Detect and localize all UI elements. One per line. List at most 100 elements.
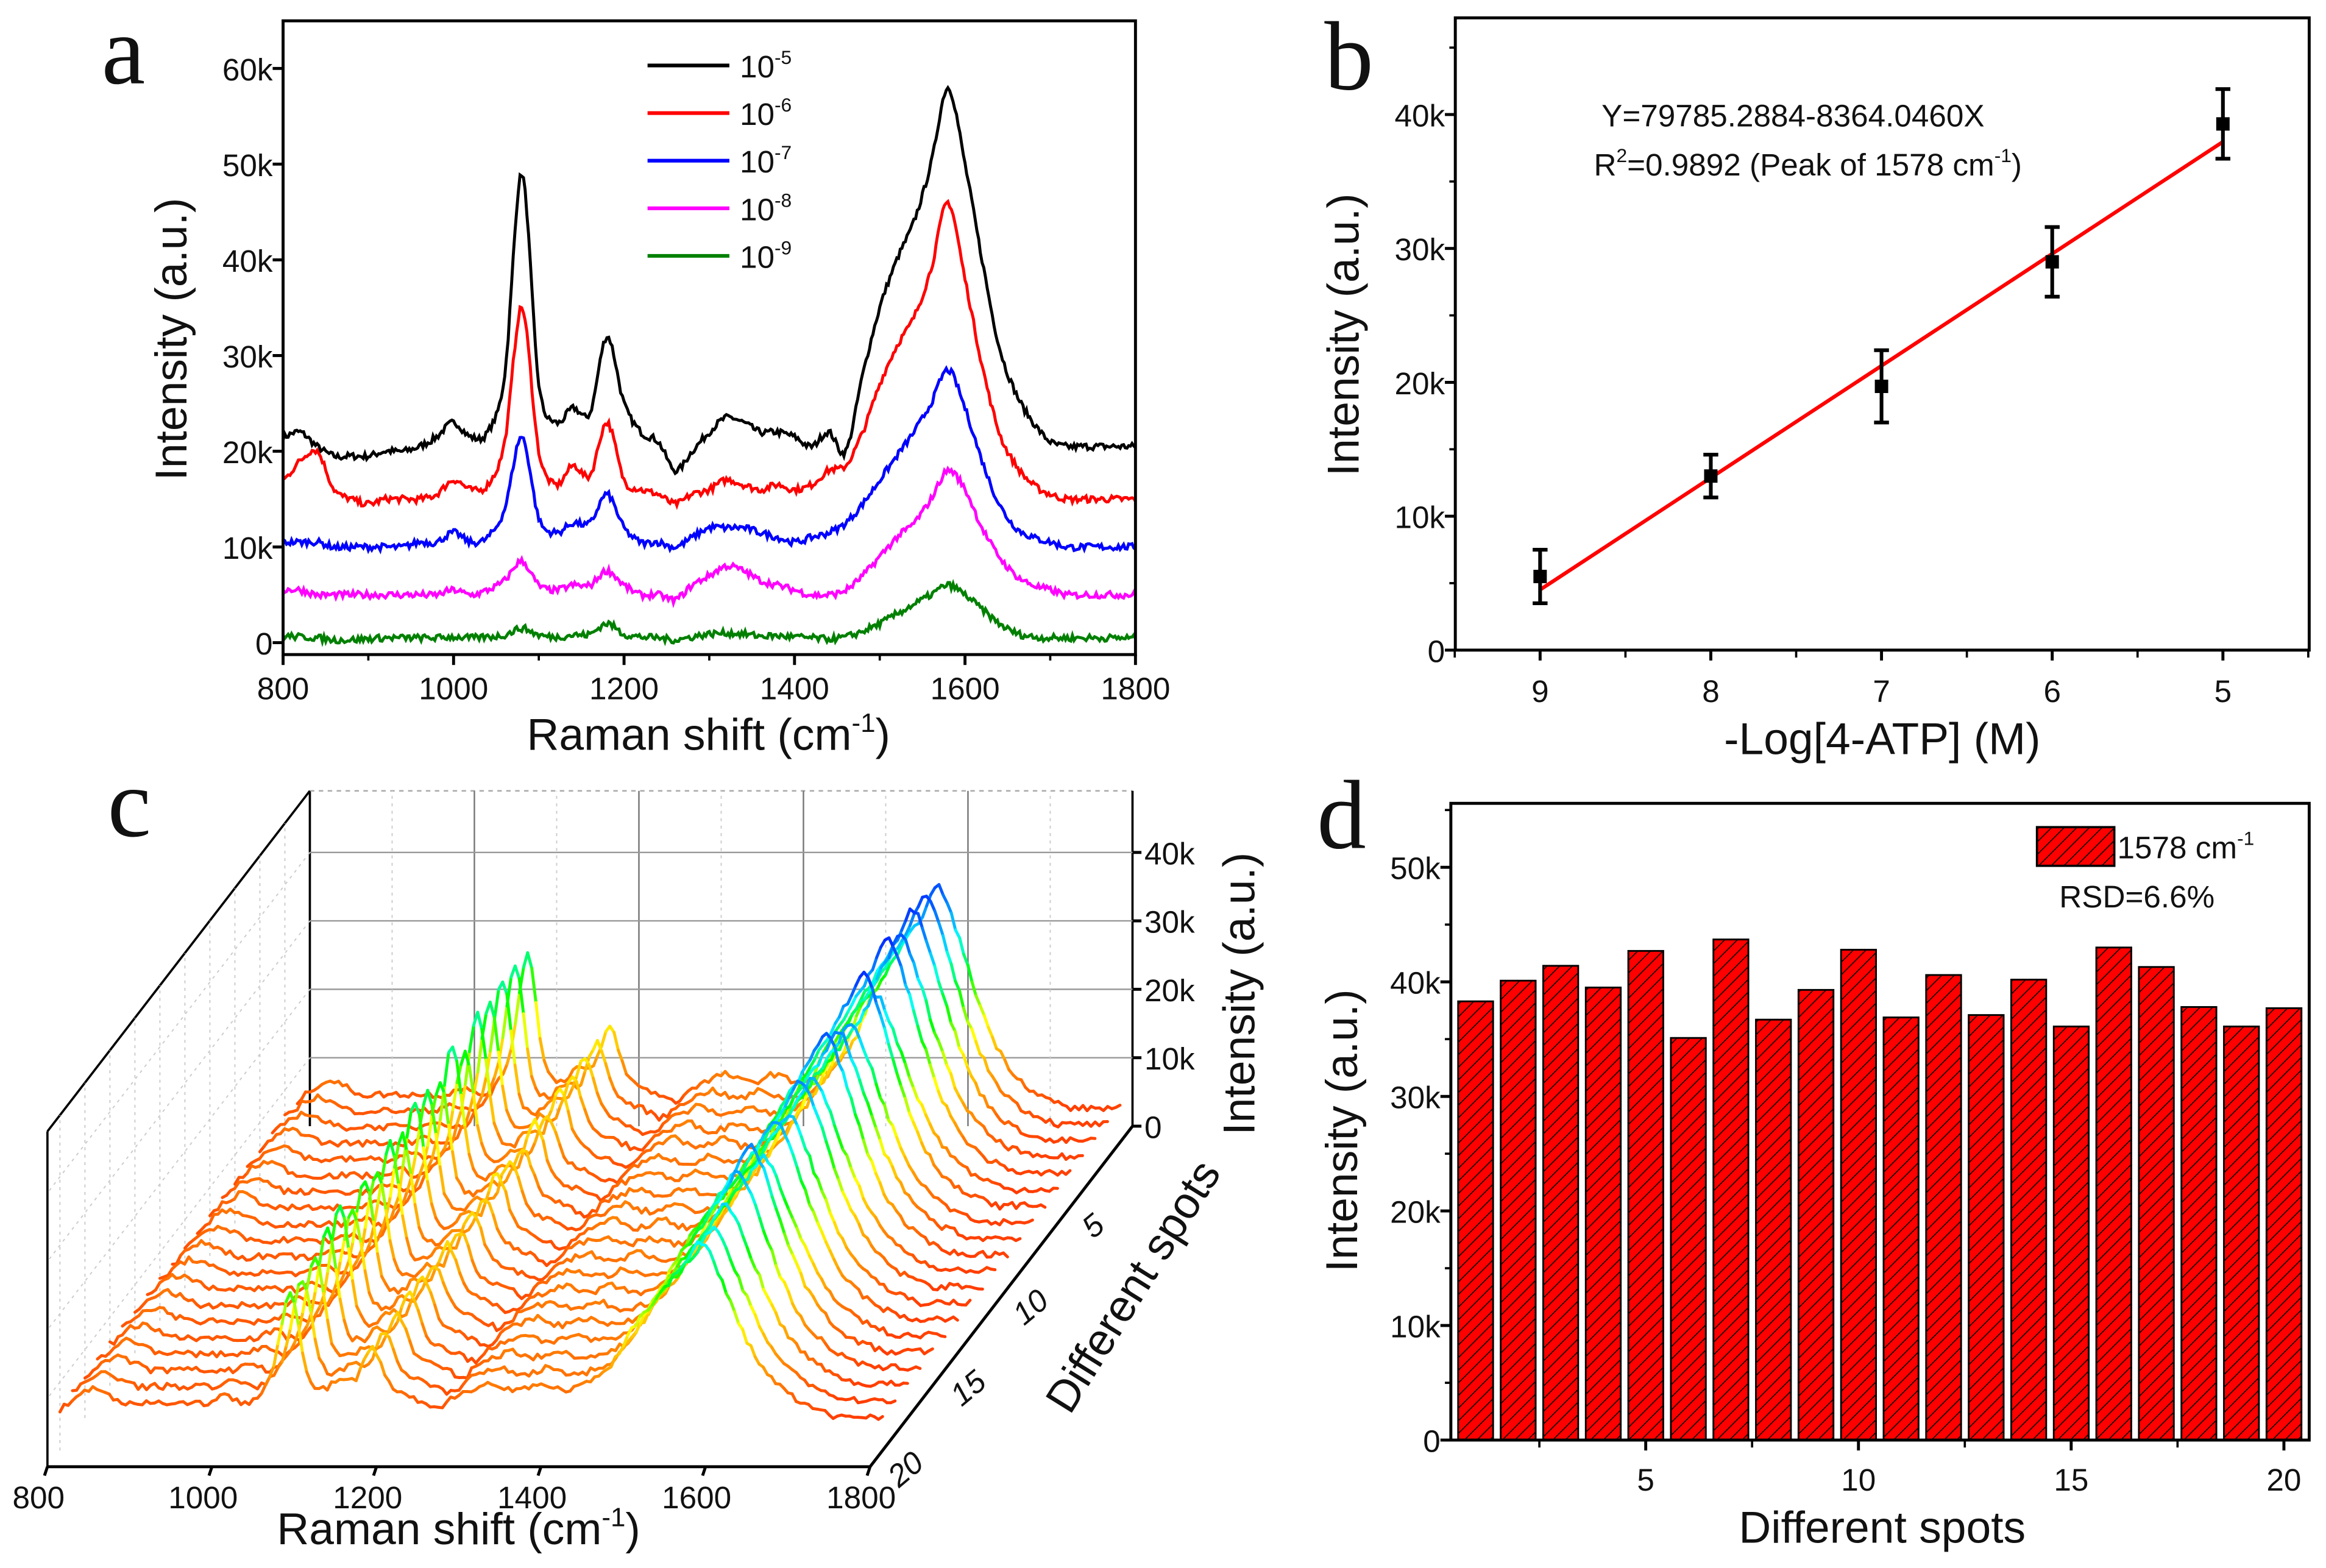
bar-spot-15 — [2052, 1025, 2090, 1441]
spectrum-segment — [741, 1235, 749, 1249]
spectrum-segment — [310, 1290, 317, 1315]
spectrum-line-1 — [282, 199, 1137, 510]
panel-b-chart: 9 8 7 6 5 0 10k 20k 30k 40k Y=79785.2884-8364.046… — [1319, 16, 2311, 764]
spectrum-segment — [941, 893, 949, 905]
spectrum-segment — [325, 1380, 333, 1392]
spectrum-segment — [376, 1227, 384, 1241]
data-point — [1704, 469, 1718, 483]
spectrum-segment — [820, 1190, 828, 1202]
spectrum-segment — [817, 1073, 825, 1087]
legend-label-2: 10-7 — [740, 141, 792, 179]
spectrum-segment — [622, 1334, 629, 1348]
spectrum-segment — [530, 1140, 537, 1153]
y-tick-label: 30k — [1390, 1080, 1441, 1115]
spot-axis — [868, 1125, 1134, 1468]
spectrum-segment — [849, 1057, 857, 1070]
spectrum-segment — [974, 994, 982, 1007]
spectrum-segment — [899, 1214, 907, 1226]
spectrum-segment — [958, 936, 965, 956]
spectrum-segment — [492, 1016, 500, 1054]
spectrum-segment — [791, 1302, 798, 1314]
spectrum-segment — [526, 951, 534, 970]
spectrum-segment — [876, 978, 883, 990]
spectrum-segment — [379, 1361, 386, 1377]
y-tick-label: 20k — [1394, 366, 1445, 401]
legend-label-4: 10-9 — [740, 236, 792, 274]
spectrum-segment — [775, 1207, 782, 1222]
spectrum-segment — [970, 1027, 977, 1043]
spectrum-segment — [475, 1217, 483, 1230]
spectrum-segment — [917, 912, 924, 930]
spectrum-segment — [809, 1073, 817, 1088]
spectrum-segment — [937, 1039, 945, 1054]
spectrum-segment — [829, 1110, 837, 1128]
z-tick-label: 40k — [1144, 836, 1195, 871]
spectrum-segment — [920, 1103, 927, 1117]
bar-spot-8 — [1755, 1018, 1792, 1441]
spectrum-segment — [762, 1332, 770, 1344]
spectrum-segment — [904, 1096, 911, 1115]
spectrum-segment — [1002, 1251, 1009, 1258]
bar-spot-2 — [1500, 979, 1537, 1441]
spectrum-segment — [862, 1138, 870, 1156]
spectrum-segment — [339, 1271, 347, 1284]
panel-c-ylabel: Different spots — [1036, 1151, 1230, 1421]
spectrum-segment — [517, 977, 525, 1015]
spectrum-segment — [392, 1155, 400, 1187]
spectrum-segment — [850, 984, 857, 997]
panel-d-legend-label: 1578 cm-1 — [2118, 828, 2255, 865]
spectrum-segment — [676, 1249, 683, 1261]
spectrum-segment — [372, 1220, 380, 1255]
x-tick — [372, 1466, 378, 1477]
spectrum-segment — [941, 993, 949, 1008]
spectrum-segment — [945, 1005, 953, 1025]
spectrum-segment — [859, 1009, 866, 1023]
spectrum-segment — [355, 1249, 363, 1263]
spectrum-segment — [600, 1030, 608, 1048]
spectrum-segment — [964, 1299, 972, 1307]
spectrum-segment — [927, 1347, 934, 1353]
spectrum-segment — [688, 1233, 695, 1246]
spectrum-segment — [841, 1190, 849, 1202]
spectrum-segment — [821, 1090, 828, 1105]
spectrum-segment — [962, 1006, 970, 1024]
spectrum-segment — [904, 1062, 911, 1079]
spectrum-segment — [779, 1123, 787, 1137]
spectrum-segment — [525, 1150, 533, 1168]
spectrum-segment — [330, 1213, 338, 1244]
spectrum-segment — [458, 1271, 466, 1285]
spectrum-segment — [355, 1220, 363, 1246]
spectrum-segment — [824, 1140, 832, 1156]
spectrum-segment — [928, 1123, 936, 1135]
spectrum-segment — [450, 1250, 458, 1262]
spectrum-segment — [762, 1166, 770, 1184]
spectrum-segment — [388, 1317, 395, 1331]
spectrum-segment — [878, 1138, 886, 1156]
spectrum-segment — [795, 1342, 803, 1353]
spectrum-segment — [408, 1339, 416, 1355]
spectrum-segment — [874, 1082, 882, 1100]
bar-spot-13 — [1968, 1014, 2005, 1441]
spectrum-segment — [488, 1174, 495, 1192]
spectrum-segment — [912, 1121, 920, 1133]
panel-d-ticks: 5 10 15 20 0 10k 20k 30k 40k 50k — [1390, 809, 2301, 1497]
bar-spot-20 — [2265, 1007, 2303, 1441]
spectrum-segment — [410, 1173, 417, 1207]
spectrum-segment — [989, 1268, 997, 1271]
spectrum-segment — [442, 1252, 449, 1268]
spectrum-segment — [542, 1117, 550, 1135]
spectrum-segment — [962, 953, 970, 967]
spectrum-segment — [937, 980, 945, 996]
spectrum-segment — [899, 1084, 907, 1100]
spectrum-segment — [892, 935, 899, 946]
spectrum-spot-5 — [246, 936, 1072, 1177]
spectrum-segment — [800, 1135, 807, 1151]
spectrum-segment — [857, 1222, 865, 1236]
spectrum-segment — [762, 1230, 770, 1244]
spectrum-segment — [708, 1250, 715, 1264]
spectrum-segment — [808, 1154, 815, 1175]
bar-spot-19 — [2223, 1025, 2260, 1441]
spectrum-segment — [820, 1126, 828, 1143]
spectrum-segment — [854, 1066, 862, 1082]
spectrum-segment — [550, 1087, 558, 1099]
